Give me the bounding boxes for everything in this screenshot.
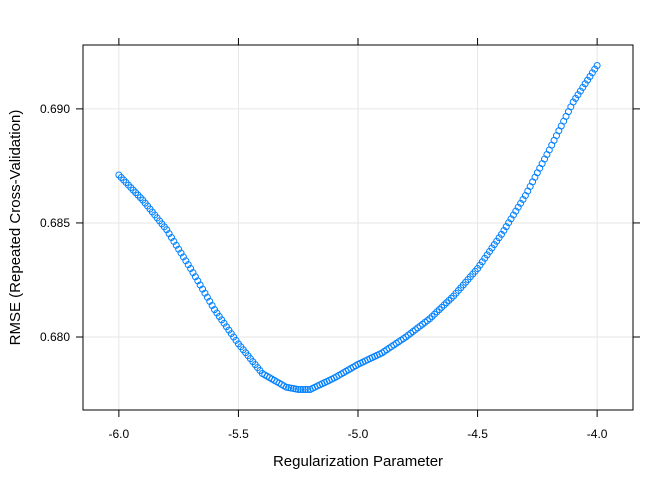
data-point bbox=[519, 195, 527, 203]
data-point bbox=[297, 385, 305, 393]
x-axis-title: Regularization Parameter bbox=[273, 453, 443, 470]
data-point bbox=[299, 385, 307, 393]
data-point bbox=[426, 315, 434, 323]
data-point bbox=[579, 83, 587, 91]
x-tick-label: -4.5 bbox=[467, 427, 488, 441]
data-point bbox=[447, 294, 455, 302]
data-point bbox=[170, 237, 178, 245]
data-point bbox=[431, 310, 439, 318]
data-point bbox=[569, 98, 577, 106]
data-point bbox=[182, 257, 190, 265]
data-point bbox=[517, 199, 525, 207]
data-point bbox=[435, 306, 443, 314]
data-point bbox=[175, 245, 183, 253]
data-point bbox=[184, 261, 192, 269]
data-point bbox=[289, 385, 297, 393]
data-point bbox=[512, 207, 520, 215]
data-point bbox=[433, 308, 441, 316]
y-axis-title: RMSE (Repeated Cross-Validation) bbox=[7, 110, 24, 346]
data-point bbox=[500, 226, 508, 234]
data-point bbox=[591, 65, 599, 73]
data-point bbox=[507, 215, 515, 223]
y-tick-label: 0.685 bbox=[40, 216, 70, 230]
data-point bbox=[440, 301, 448, 309]
data-point bbox=[163, 226, 171, 234]
data-point bbox=[165, 230, 173, 238]
x-tick-label: -5.0 bbox=[348, 427, 369, 441]
data-point bbox=[593, 62, 601, 70]
data-point bbox=[514, 203, 522, 211]
data-point bbox=[167, 234, 175, 242]
data-point bbox=[304, 385, 312, 393]
data-point bbox=[177, 249, 185, 257]
x-tick-label: -6.0 bbox=[109, 427, 130, 441]
data-point bbox=[586, 72, 594, 80]
data-point bbox=[584, 76, 592, 84]
data-point bbox=[445, 297, 453, 304]
data-point bbox=[442, 299, 450, 307]
data-point bbox=[172, 241, 180, 249]
data-point bbox=[301, 385, 309, 393]
data-point bbox=[294, 385, 302, 393]
x-tick-label: -4.0 bbox=[587, 427, 608, 441]
data-point bbox=[509, 211, 517, 219]
data-points bbox=[115, 62, 601, 393]
x-tick-label: -5.5 bbox=[228, 427, 249, 441]
data-point bbox=[438, 303, 446, 311]
y-tick-label: 0.690 bbox=[40, 102, 70, 116]
y-tick-label: 0.680 bbox=[40, 330, 70, 344]
data-point bbox=[497, 230, 505, 238]
axis-ticks bbox=[76, 38, 640, 417]
data-point bbox=[505, 219, 513, 227]
data-point bbox=[428, 312, 436, 320]
data-point bbox=[502, 223, 510, 231]
data-point bbox=[581, 80, 589, 88]
data-point bbox=[576, 87, 584, 95]
data-point bbox=[179, 253, 187, 261]
data-point bbox=[588, 69, 596, 77]
data-point bbox=[574, 91, 582, 99]
grid bbox=[83, 45, 633, 410]
data-point bbox=[572, 94, 580, 102]
axis-tick-labels: -6.0 -5.5 -5.0 -4.5 -4.0 0.680 0.685 0.690 bbox=[40, 102, 608, 441]
